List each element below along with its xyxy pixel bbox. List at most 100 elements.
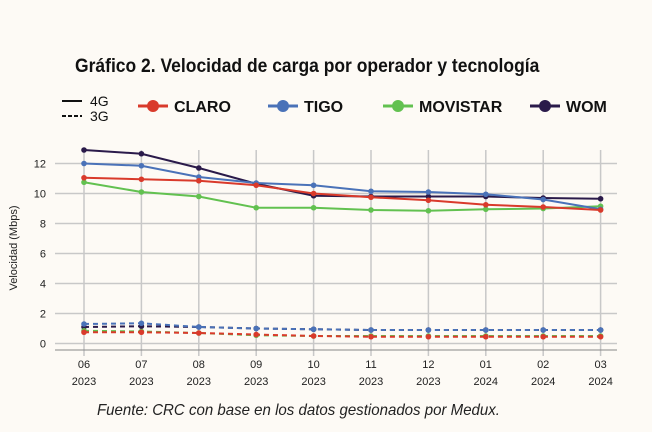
- data-point: [368, 194, 374, 201]
- data-point: [81, 160, 87, 167]
- data-point: [196, 324, 202, 330]
- x-tick-month: 01: [480, 359, 492, 371]
- y-tick-label: 0: [40, 339, 46, 351]
- data-point: [81, 147, 87, 153]
- data-point: [253, 204, 259, 211]
- data-point: [597, 327, 604, 333]
- series-claro-3g: [81, 329, 604, 340]
- data-point: [368, 188, 374, 195]
- data-point: [196, 177, 202, 184]
- x-tick-year: 2023: [72, 376, 96, 388]
- series-line: [83, 149, 601, 200]
- y-axis-label: Velocidad (Mbps): [8, 206, 20, 291]
- data-point: [310, 190, 317, 197]
- data-point: [368, 327, 374, 333]
- data-point: [483, 191, 489, 198]
- data-point: [540, 333, 546, 340]
- legend-label-claro: CLARO: [174, 99, 231, 116]
- data-point: [81, 179, 87, 186]
- data-point: [597, 333, 604, 340]
- data-point: [540, 204, 546, 210]
- data-point: [196, 193, 202, 200]
- data-point: [138, 189, 145, 195]
- data-point: [483, 327, 489, 333]
- x-tick-year: 2023: [416, 376, 440, 388]
- data-point: [253, 325, 259, 332]
- x-tick-year: 2023: [301, 376, 325, 388]
- x-tick-month: 12: [422, 359, 434, 371]
- legend-label-4g: 4G: [90, 93, 109, 109]
- chart-title: Gráfico 2. Velocidad de carga por operad…: [75, 56, 540, 77]
- data-point: [483, 201, 489, 208]
- y-tick-label: 6: [40, 249, 46, 261]
- data-point: [196, 330, 202, 336]
- data-point: [540, 196, 546, 203]
- x-tick-month: 09: [250, 359, 262, 371]
- series-line: [83, 325, 601, 331]
- data-point: [138, 320, 145, 327]
- data-point: [425, 333, 432, 340]
- data-point: [253, 182, 259, 189]
- data-point: [81, 321, 87, 327]
- data-point: [81, 174, 87, 181]
- series-line: [83, 322, 601, 331]
- source-text: CRC con base en los datos gestionados po…: [148, 402, 500, 419]
- series-line: [83, 162, 601, 211]
- data-point: [138, 176, 145, 183]
- series-claro-4g: [81, 174, 604, 213]
- data-point: [253, 331, 259, 338]
- y-tick-label: 4: [40, 279, 46, 291]
- legend-label-3g: 3G: [90, 108, 109, 124]
- legend-marker: [147, 100, 159, 112]
- legend-marker: [392, 100, 404, 112]
- legend-label-wom: WOM: [566, 99, 607, 116]
- legend-marker: [539, 100, 551, 112]
- y-tick-label: 2: [40, 309, 46, 321]
- data-point: [425, 197, 432, 204]
- series-tigo-4g: [81, 160, 604, 213]
- data-point: [483, 333, 489, 340]
- series-line: [84, 331, 601, 338]
- y-tick-label: 10: [34, 189, 46, 201]
- legend-marker: [277, 100, 289, 112]
- x-tick-month: 08: [193, 359, 205, 371]
- x-tick-month: 10: [307, 359, 319, 371]
- x-tick-year: 2023: [187, 376, 211, 388]
- x-tick-year: 2023: [129, 376, 153, 388]
- x-tick-month: 06: [78, 359, 90, 371]
- data-point: [138, 150, 145, 157]
- x-tick-month: 07: [135, 359, 147, 371]
- y-tick-label: 8: [40, 219, 46, 231]
- data-point: [368, 333, 374, 340]
- data-point: [81, 329, 87, 336]
- data-point: [540, 327, 546, 333]
- data-point: [425, 189, 432, 195]
- x-tick-year: 2024: [588, 376, 612, 388]
- data-point: [597, 195, 604, 202]
- series-line: [83, 176, 601, 211]
- y-tick-label: 12: [34, 159, 46, 171]
- data-point: [196, 165, 202, 171]
- source-label: Fuente:: [97, 402, 149, 419]
- x-tick-month: 03: [594, 359, 606, 371]
- data-point: [425, 207, 432, 214]
- x-tick-year: 2023: [244, 376, 268, 388]
- x-tick-year: 2024: [474, 376, 498, 388]
- x-tick-month: 11: [365, 359, 376, 371]
- legend-label-tigo: TIGO: [304, 99, 343, 116]
- data-point: [138, 329, 145, 336]
- data-point: [138, 162, 145, 169]
- data-point: [597, 207, 604, 213]
- data-point: [310, 326, 317, 333]
- x-tick-year: 2024: [531, 376, 555, 388]
- data-point: [368, 207, 374, 213]
- data-point: [483, 206, 489, 213]
- data-point: [425, 327, 432, 333]
- series-tigo-3g: [81, 320, 604, 333]
- data-point: [310, 204, 317, 211]
- series-line: [83, 181, 601, 212]
- x-tick-year: 2023: [359, 376, 383, 388]
- data-point: [310, 333, 317, 339]
